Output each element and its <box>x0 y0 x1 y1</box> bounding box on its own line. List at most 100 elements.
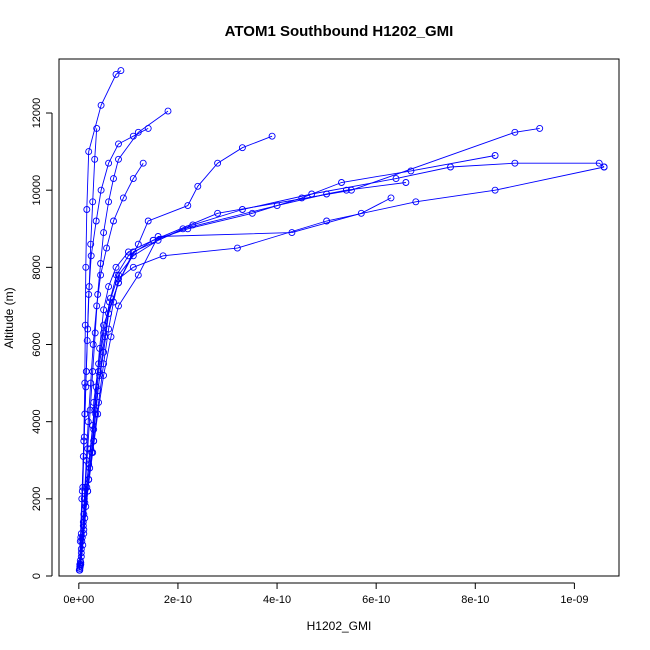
series-11 <box>75 124 101 574</box>
x-axis-label: H1202_GMI <box>307 619 372 633</box>
data-point <box>92 217 100 225</box>
data-point <box>96 371 104 379</box>
data-point <box>97 101 105 109</box>
data-point <box>103 244 111 252</box>
data-point <box>85 148 93 156</box>
data-point <box>491 152 499 159</box>
data-point <box>94 410 102 418</box>
data-point <box>392 175 400 183</box>
data-point <box>79 452 87 460</box>
series-7 <box>76 107 172 574</box>
data-point <box>100 229 108 237</box>
data-point <box>268 132 276 140</box>
data-point <box>84 325 92 333</box>
data-point <box>115 275 122 283</box>
y-tick-label: 0 <box>31 573 43 579</box>
data-point <box>91 155 99 163</box>
data-point <box>83 206 91 213</box>
data-point <box>97 186 105 194</box>
data-point <box>100 306 108 314</box>
data-point <box>238 144 246 152</box>
data-point <box>87 379 95 387</box>
y-tick-label: 2000 <box>31 487 43 511</box>
data-point <box>91 329 99 337</box>
data-point <box>124 248 132 256</box>
data-point <box>100 348 108 356</box>
data-point <box>233 244 241 252</box>
data-point <box>76 537 84 545</box>
data-point <box>93 302 101 310</box>
x-tick-label: 6e-10 <box>362 594 390 606</box>
data-point <box>110 217 117 225</box>
data-point <box>129 175 137 183</box>
data-point <box>86 406 94 414</box>
data-point <box>357 209 365 217</box>
series-2 <box>76 152 499 568</box>
data-point <box>139 159 147 167</box>
y-tick-label: 8000 <box>31 255 43 279</box>
data-point <box>117 67 125 75</box>
data-point <box>248 209 256 217</box>
data-point <box>112 70 120 78</box>
data-point <box>82 368 90 375</box>
data-point <box>100 371 108 379</box>
data-point <box>96 344 104 352</box>
x-tick-label: 1e-09 <box>560 594 588 606</box>
x-tick-label: 8e-10 <box>461 594 489 606</box>
series-line <box>79 182 406 567</box>
data-point <box>387 194 395 202</box>
data-point <box>81 410 89 418</box>
y-tick-label: 4000 <box>31 409 43 433</box>
data-point <box>184 202 192 210</box>
data-point <box>511 128 519 136</box>
y-axis-label: Altitude (m) <box>2 287 16 348</box>
data-point <box>129 248 137 256</box>
series-line <box>78 128 98 571</box>
data-point <box>107 333 115 341</box>
data-point <box>84 445 92 453</box>
data-point <box>407 167 415 175</box>
data-point <box>79 483 87 491</box>
data-point <box>93 124 101 132</box>
series-line <box>80 197 392 565</box>
data-point <box>106 298 113 306</box>
data-point <box>97 271 105 279</box>
data-point <box>115 155 122 163</box>
data-point <box>323 217 331 225</box>
data-point <box>82 263 90 271</box>
data-point <box>110 175 117 183</box>
data-point <box>112 263 120 271</box>
data-point <box>89 198 97 206</box>
data-point <box>115 302 122 310</box>
data-point <box>129 263 137 271</box>
data-point <box>189 221 197 229</box>
data-point <box>80 495 88 503</box>
data-point <box>115 140 122 148</box>
data-point <box>92 410 100 418</box>
series-line <box>79 110 169 571</box>
data-point <box>129 252 137 260</box>
data-point <box>110 298 117 306</box>
series-10 <box>76 159 147 568</box>
data-point <box>89 341 97 348</box>
series-line <box>79 162 144 565</box>
data-point <box>238 206 246 213</box>
data-point <box>92 383 100 391</box>
data-point <box>87 252 95 260</box>
series-4 <box>76 159 608 565</box>
data-point <box>105 325 113 333</box>
data-point <box>600 163 608 171</box>
data-point <box>81 321 89 329</box>
data-point <box>412 198 420 206</box>
x-axis: 0e+00 2e-10 4e-10 6e-10 8e-10 1e-09 <box>63 582 588 606</box>
data-point <box>78 533 86 541</box>
data-point <box>447 163 454 171</box>
data-point <box>164 107 172 115</box>
chart-title: ATOM1 Southbound H1202_GMI <box>225 23 454 40</box>
data-point <box>119 194 127 202</box>
y-tick-label: 12000 <box>31 98 43 129</box>
data-point <box>75 566 83 574</box>
data-point <box>402 179 410 186</box>
y-tick-label: 6000 <box>31 332 43 356</box>
data-point <box>144 217 152 225</box>
